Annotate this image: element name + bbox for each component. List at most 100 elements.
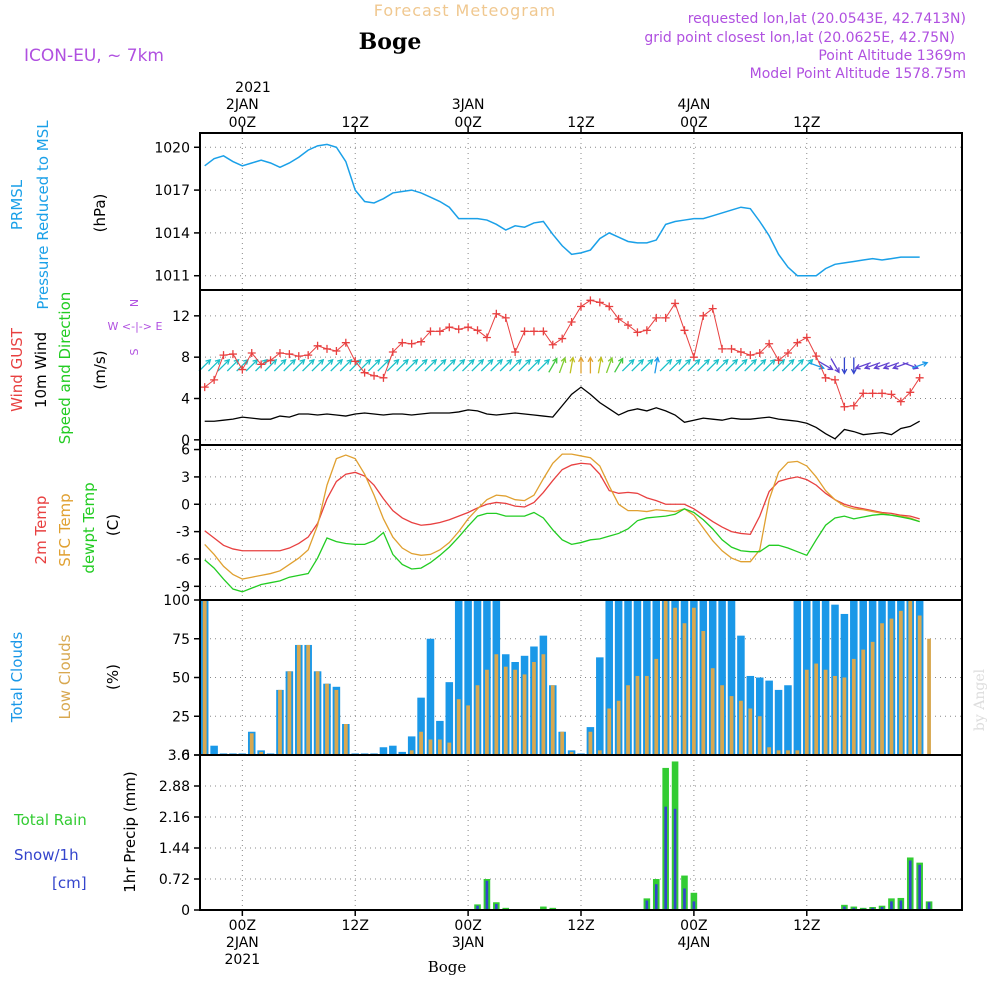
top-time-label: 4JAN bbox=[677, 97, 710, 113]
total-cloud-bar bbox=[624, 600, 632, 755]
dewpoint-line bbox=[204, 508, 920, 593]
low-cloud-bar bbox=[475, 685, 480, 755]
y-tick-label: -9 bbox=[176, 579, 190, 595]
gust-marker bbox=[671, 299, 680, 308]
gust-marker bbox=[783, 349, 792, 358]
wind-arrow-head bbox=[468, 358, 475, 365]
bottom-time-label: 12Z bbox=[342, 918, 369, 934]
total-cloud-bar bbox=[379, 747, 388, 755]
y-tick-label: 12 bbox=[172, 309, 190, 325]
bottom-time-label: 00Z bbox=[680, 918, 707, 934]
wind-arrow-head bbox=[654, 356, 660, 363]
total-cloud-bar bbox=[398, 751, 407, 755]
gust-marker bbox=[774, 356, 783, 365]
low-cloud-bar bbox=[692, 607, 696, 755]
gust-marker bbox=[548, 340, 557, 349]
wind-direction-arrow bbox=[791, 359, 804, 372]
low-cloud-bar bbox=[663, 600, 668, 755]
wind-direction-arrow bbox=[640, 359, 653, 372]
y-tick-label: 2.16 bbox=[159, 810, 190, 826]
gust-marker bbox=[802, 333, 811, 342]
wind-direction-arrow bbox=[548, 358, 558, 373]
low-cloud-bar bbox=[804, 669, 809, 755]
temperature-panel: -9 -6 -3 0 3 6 bbox=[176, 443, 963, 601]
wind-direction-arrow bbox=[597, 357, 602, 374]
wind-direction-arrow bbox=[311, 359, 324, 372]
snow-bar bbox=[890, 901, 893, 910]
low-cloud-bar bbox=[833, 675, 837, 755]
wind-arrow-head bbox=[675, 358, 682, 365]
gust-marker bbox=[689, 353, 698, 362]
wind-arrow-head bbox=[834, 367, 840, 374]
gust-marker bbox=[351, 357, 360, 366]
gust-marker bbox=[445, 323, 454, 332]
wind-label-3: Speed and Direction bbox=[56, 292, 74, 445]
low-cloud-bar bbox=[654, 658, 659, 755]
sfc-temp-line bbox=[204, 453, 920, 580]
pressure-line bbox=[204, 143, 920, 277]
low-cloud-bar bbox=[296, 644, 301, 755]
low-cloud-bar bbox=[870, 641, 875, 755]
requested-coords: requested lon,lat (20.0543E, 42.7413N) bbox=[688, 11, 966, 27]
low-cloud-bar bbox=[776, 750, 781, 755]
wind-arrow-head bbox=[607, 356, 614, 363]
wind-direction-arrow bbox=[330, 359, 343, 372]
low-cloud-bar bbox=[447, 742, 452, 755]
low-cloud-bar bbox=[202, 600, 207, 755]
gust-marker bbox=[633, 328, 642, 337]
snow-bar bbox=[673, 808, 677, 910]
snow-bar bbox=[692, 901, 696, 910]
gust-marker bbox=[840, 402, 849, 411]
low-cloud-bar bbox=[456, 699, 461, 755]
y-tick-label: 0 bbox=[181, 903, 190, 919]
wind-arrow-head bbox=[544, 358, 550, 365]
gust-marker bbox=[417, 337, 426, 346]
wind-arrow-head bbox=[402, 358, 409, 365]
wind-direction-arrow bbox=[614, 358, 624, 373]
wind-direction-arrow bbox=[518, 359, 531, 372]
total-cloud-bar bbox=[718, 600, 726, 755]
wind-label-1: Wind GUST bbox=[8, 327, 26, 412]
top-time-label: 00Z bbox=[229, 115, 256, 131]
wind-arrow-head bbox=[732, 358, 739, 365]
gust-marker bbox=[257, 360, 266, 369]
snow-bar bbox=[485, 880, 489, 910]
gust-marker bbox=[473, 326, 482, 335]
gust-marker bbox=[388, 348, 397, 356]
total-cloud-bar bbox=[407, 736, 416, 755]
wind-direction-arrow bbox=[461, 359, 475, 372]
wind-arrow-head bbox=[327, 358, 334, 365]
gust-marker bbox=[887, 390, 896, 399]
pressure-frame bbox=[199, 132, 963, 291]
snow-bar bbox=[664, 806, 667, 910]
low-cloud-bar bbox=[889, 618, 894, 755]
rain-bar bbox=[549, 907, 557, 910]
wind-arrow-head bbox=[760, 358, 767, 365]
gust-marker bbox=[228, 350, 237, 359]
y-tick-label: 3.6 bbox=[168, 748, 190, 764]
temp-unit: (C) bbox=[104, 514, 122, 536]
wind-arrow-head bbox=[882, 363, 889, 370]
total-cloud-bar bbox=[473, 600, 482, 755]
y-tick-label: -3 bbox=[176, 525, 190, 541]
bottom-time-label: 3JAN bbox=[452, 935, 485, 951]
gust-marker bbox=[595, 298, 604, 307]
gust-marker bbox=[529, 327, 538, 336]
wind-direction-arrow bbox=[207, 359, 221, 372]
wind-labels: Wind GUST 10m Wind Speed and Direction (… bbox=[8, 292, 162, 445]
wind-arrow-head bbox=[713, 358, 720, 365]
low-cloud-bar bbox=[710, 668, 715, 755]
precip-label-1: Total Rain bbox=[13, 811, 87, 829]
wind-arrow-head bbox=[703, 358, 710, 365]
compass-s: S bbox=[128, 348, 141, 355]
low-cloud-bar bbox=[682, 623, 687, 755]
precip-labels: Total Rain Snow/1h [cm] 1hr Precip (mm) bbox=[13, 771, 139, 892]
wind-direction-arrow bbox=[339, 359, 352, 372]
low-cloud-bar bbox=[278, 689, 282, 755]
gust-marker bbox=[652, 313, 661, 322]
wind-direction-arrow bbox=[443, 359, 456, 372]
y-tick-label: 8 bbox=[181, 350, 190, 366]
wind-arrow-head bbox=[308, 358, 315, 365]
wind-arrow-head bbox=[647, 358, 654, 365]
